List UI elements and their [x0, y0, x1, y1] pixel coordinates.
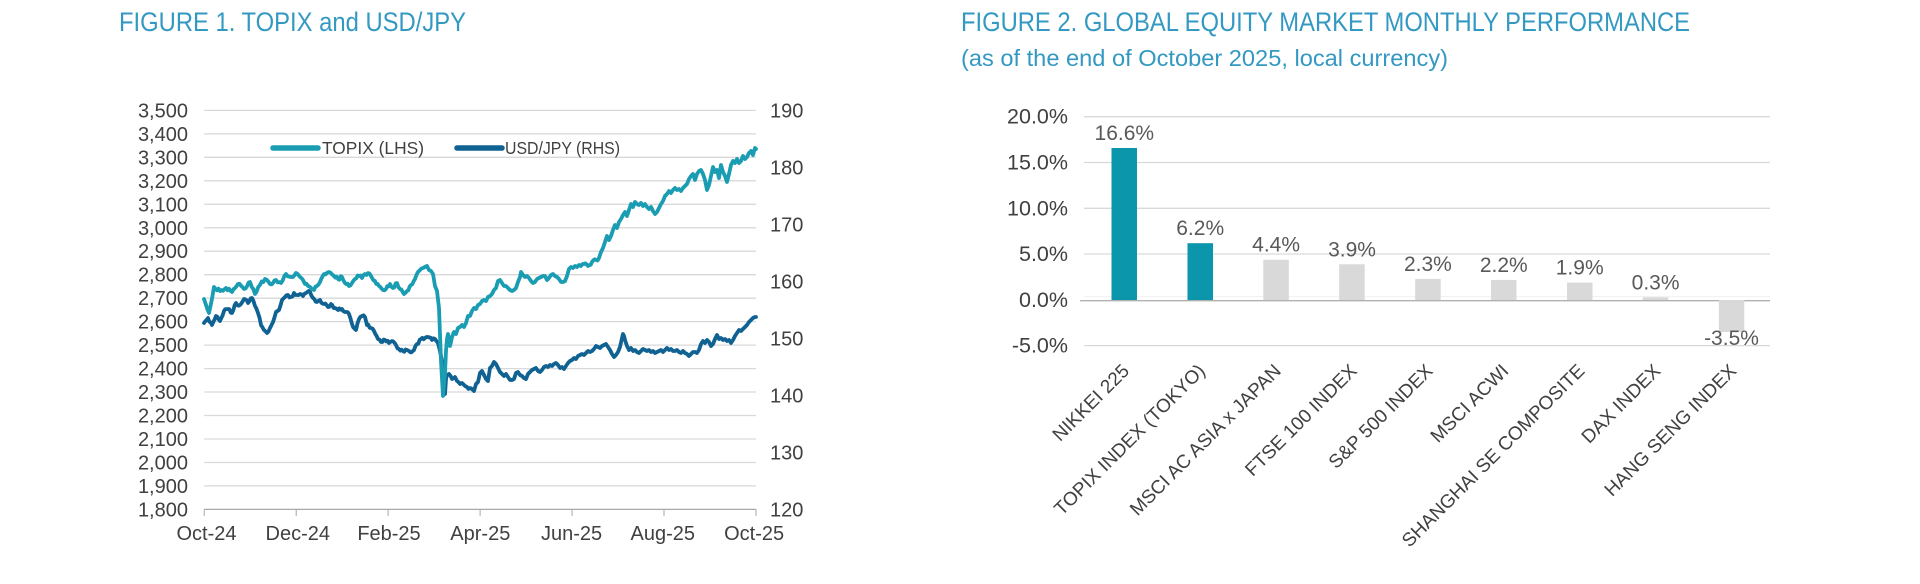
svg-text:TOPIX INDEX (TOKYO): TOPIX INDEX (TOKYO): [1051, 361, 1210, 520]
svg-text:3,300: 3,300: [138, 147, 188, 169]
svg-text:Oct-24: Oct-24: [176, 523, 236, 545]
svg-text:Aug-25: Aug-25: [631, 523, 696, 545]
svg-text:4.4%: 4.4%: [1252, 234, 1300, 257]
svg-text:USD/JPY (RHS): USD/JPY (RHS): [505, 138, 620, 158]
svg-text:160: 160: [770, 271, 803, 293]
svg-text:2.2%: 2.2%: [1480, 254, 1528, 277]
svg-text:150: 150: [770, 328, 803, 350]
svg-text:FIGURE 1. TOPIX and USD/JPY: FIGURE 1. TOPIX and USD/JPY: [119, 7, 466, 37]
svg-text:5.0%: 5.0%: [1019, 242, 1068, 266]
svg-text:FIGURE 2. GLOBAL EQUITY MARKET: FIGURE 2. GLOBAL EQUITY MARKET MONTHLY P…: [961, 7, 1690, 37]
svg-text:16.6%: 16.6%: [1095, 122, 1155, 145]
svg-text:2,500: 2,500: [138, 335, 188, 357]
svg-text:2,400: 2,400: [138, 359, 188, 381]
svg-text:1,800: 1,800: [138, 499, 188, 521]
svg-text:2,900: 2,900: [138, 241, 188, 263]
svg-text:MSCI AC ASIA x JAPAN: MSCI AC ASIA x JAPAN: [1126, 361, 1285, 520]
svg-text:6.2%: 6.2%: [1176, 217, 1224, 240]
svg-text:Dec-24: Dec-24: [266, 523, 330, 545]
svg-text:Apr-25: Apr-25: [450, 523, 510, 545]
svg-text:20.0%: 20.0%: [1007, 105, 1068, 129]
svg-text:130: 130: [770, 442, 803, 464]
svg-text:NIKKEI 225: NIKKEI 225: [1049, 361, 1134, 446]
svg-text:180: 180: [770, 157, 803, 179]
svg-text:3,000: 3,000: [138, 218, 188, 240]
svg-text:2,200: 2,200: [138, 406, 188, 428]
svg-text:3.9%: 3.9%: [1328, 238, 1376, 261]
svg-text:140: 140: [770, 385, 803, 407]
svg-text:1.9%: 1.9%: [1556, 257, 1604, 280]
svg-text:170: 170: [770, 214, 803, 236]
svg-text:3,100: 3,100: [138, 194, 188, 216]
svg-text:120: 120: [770, 499, 803, 521]
svg-text:2,800: 2,800: [138, 265, 188, 287]
svg-text:190: 190: [770, 100, 803, 122]
svg-text:2,700: 2,700: [138, 288, 188, 310]
svg-text:(as of the end of October 2025: (as of the end of October 2025, local cu…: [961, 45, 1448, 71]
svg-text:2,300: 2,300: [138, 382, 188, 404]
svg-text:Feb-25: Feb-25: [357, 523, 420, 545]
svg-text:HANG SENG INDEX: HANG SENG INDEX: [1601, 360, 1741, 500]
svg-text:2.3%: 2.3%: [1404, 253, 1452, 276]
svg-text:15.0%: 15.0%: [1007, 151, 1068, 175]
svg-text:2,100: 2,100: [138, 429, 188, 451]
svg-text:Oct-25: Oct-25: [724, 523, 784, 545]
svg-text:-3.5%: -3.5%: [1704, 327, 1759, 350]
svg-text:1,900: 1,900: [138, 476, 188, 498]
svg-text:-5.0%: -5.0%: [1012, 334, 1068, 358]
svg-text:3,400: 3,400: [138, 124, 188, 146]
svg-text:0.3%: 0.3%: [1632, 271, 1680, 294]
svg-text:2,600: 2,600: [138, 312, 188, 334]
svg-text:TOPIX (LHS): TOPIX (LHS): [322, 138, 424, 158]
svg-text:2,000: 2,000: [138, 453, 188, 475]
svg-text:0.0%: 0.0%: [1019, 288, 1068, 312]
svg-text:Jun-25: Jun-25: [541, 523, 602, 545]
svg-text:3,500: 3,500: [138, 100, 188, 122]
svg-text:10.0%: 10.0%: [1007, 196, 1068, 220]
svg-text:3,200: 3,200: [138, 171, 188, 193]
